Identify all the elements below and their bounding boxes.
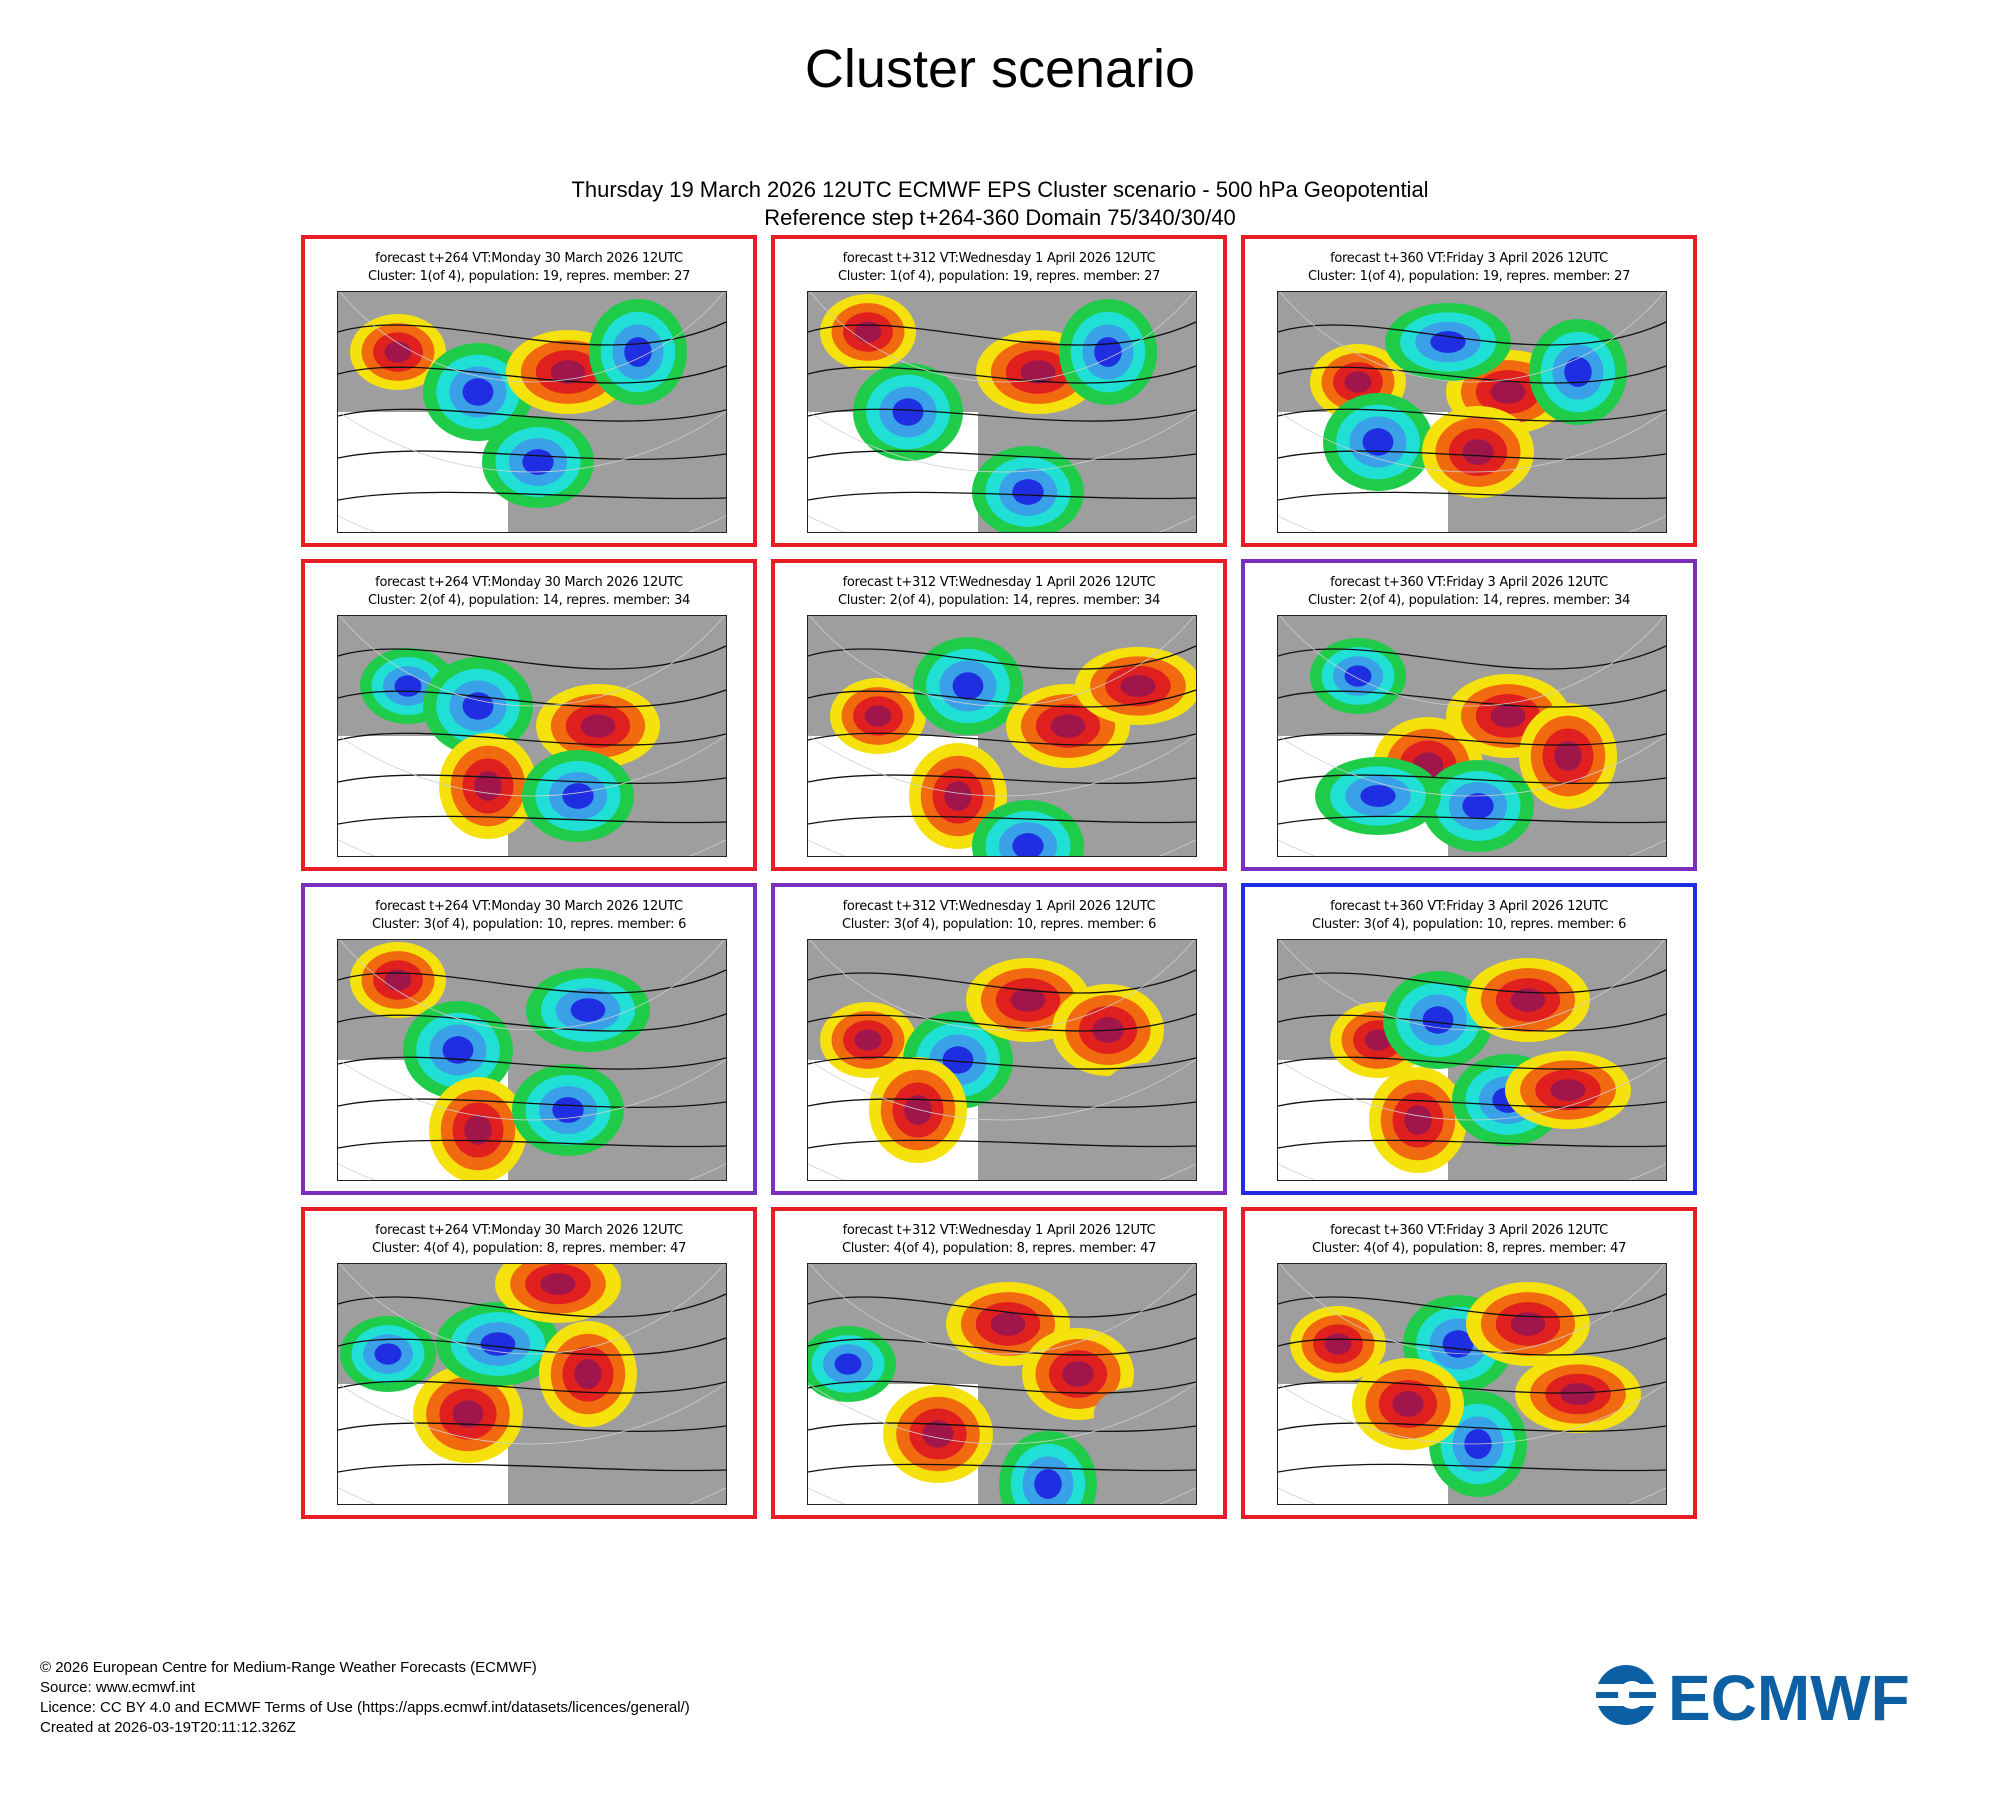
cluster-panel-2-t312[interactable]: forecast t+312 VT:Wednesday 1 April 2026… <box>771 559 1227 871</box>
panel-forecast-label: forecast t+264 VT:Monday 30 March 2026 1… <box>375 575 683 590</box>
panel-cluster-label: Cluster: 3(of 4), population: 10, repres… <box>371 917 687 932</box>
panel-forecast-label: forecast t+360 VT:Friday 3 April 2026 12… <box>1330 575 1608 590</box>
panel-cluster-label: Cluster: 2(of 4), population: 14, repres… <box>367 593 691 608</box>
panel-cluster-label: Cluster: 2(of 4), population: 14, repres… <box>1307 593 1631 608</box>
ecmwf-logo-mark: ECMWF <box>1592 1662 1910 1734</box>
anomaly-map <box>1277 1263 1667 1505</box>
anomaly-map-graphic <box>1278 940 1666 1180</box>
panel-cluster-label: Cluster: 1(of 4), population: 19, repres… <box>837 269 1161 284</box>
cluster-panel-1-t264[interactable]: forecast t+264 VT:Monday 30 March 2026 1… <box>301 235 757 547</box>
panel-cluster-label: Cluster: 4(of 4), population: 8, repres.… <box>1311 1241 1627 1256</box>
panel-forecast-label: forecast t+312 VT:Wednesday 1 April 2026… <box>842 899 1156 914</box>
panel-forecast-label: forecast t+360 VT:Friday 3 April 2026 12… <box>1330 899 1608 914</box>
figure-header-line2: Reference step t+264-360 Domain 75/340/3… <box>764 205 1236 230</box>
anomaly-map-graphic <box>338 292 726 532</box>
panel-forecast-label: forecast t+360 VT:Friday 3 April 2026 12… <box>1330 251 1608 266</box>
panel-cluster-label: Cluster: 1(of 4), population: 19, repres… <box>1307 269 1631 284</box>
cluster-panel-3-t360[interactable]: forecast t+360 VT:Friday 3 April 2026 12… <box>1241 883 1697 1195</box>
footer-credits: © 2026 European Centre for Medium-Range … <box>40 1658 690 1738</box>
panel-forecast-label: forecast t+264 VT:Monday 30 March 2026 1… <box>375 251 683 266</box>
anomaly-map <box>807 291 1197 533</box>
anomaly-map <box>1277 291 1667 533</box>
cluster-panel-2-t360[interactable]: forecast t+360 VT:Friday 3 April 2026 12… <box>1241 559 1697 871</box>
cluster-panel-1-t360[interactable]: forecast t+360 VT:Friday 3 April 2026 12… <box>1241 235 1697 547</box>
anomaly-map-graphic <box>338 616 726 856</box>
anomaly-map <box>337 939 727 1181</box>
anomaly-map-graphic <box>808 616 1196 856</box>
anomaly-map-graphic <box>338 1264 726 1504</box>
cluster-panel-3-t312[interactable]: forecast t+312 VT:Wednesday 1 April 2026… <box>771 883 1227 1195</box>
page-title: Cluster scenario <box>804 39 1196 99</box>
footer-created: Created at 2026-03-19T20:11:12.326Z <box>40 1719 296 1736</box>
anomaly-map-graphic <box>1278 616 1666 856</box>
anomaly-map <box>1277 615 1667 857</box>
ecmwf-logo[interactable]: ECMWF <box>1590 1660 1970 1734</box>
panel-cluster-label: Cluster: 2(of 4), population: 14, repres… <box>837 593 1161 608</box>
anomaly-map <box>807 939 1197 1181</box>
cluster-panel-2-t264[interactable]: forecast t+264 VT:Monday 30 March 2026 1… <box>301 559 757 871</box>
panel-cluster-label: Cluster: 3(of 4), population: 10, repres… <box>1311 917 1627 932</box>
ecmwf-logo-text: ECMWF <box>1668 1662 1910 1730</box>
anomaly-map <box>337 291 727 533</box>
figure-header-line1: Thursday 19 March 2026 12UTC ECMWF EPS C… <box>571 177 1429 202</box>
cluster-panel-1-t312[interactable]: forecast t+312 VT:Wednesday 1 April 2026… <box>771 235 1227 547</box>
panel-forecast-label: forecast t+312 VT:Wednesday 1 April 2026… <box>842 1223 1156 1238</box>
anomaly-map-graphic <box>808 940 1196 1180</box>
footer-source: Source: www.ecmwf.int <box>40 1679 196 1696</box>
anomaly-map <box>337 615 727 857</box>
anomaly-map-graphic <box>808 292 1196 532</box>
panel-forecast-label: forecast t+264 VT:Monday 30 March 2026 1… <box>375 1223 683 1238</box>
cluster-panel-4-t360[interactable]: forecast t+360 VT:Friday 3 April 2026 12… <box>1241 1207 1697 1519</box>
footer-licence: Licence: CC BY 4.0 and ECMWF Terms of Us… <box>40 1699 690 1716</box>
anomaly-map <box>807 615 1197 857</box>
panel-forecast-label: forecast t+312 VT:Wednesday 1 April 2026… <box>842 251 1156 266</box>
footer-copyright: © 2026 European Centre for Medium-Range … <box>40 1659 537 1676</box>
anomaly-map-graphic <box>808 1264 1196 1504</box>
anomaly-map <box>337 1263 727 1505</box>
cluster-panel-grid: forecast t+264 VT:Monday 30 March 2026 1… <box>301 235 1707 1519</box>
anomaly-map <box>807 1263 1197 1505</box>
anomaly-map-graphic <box>1278 292 1666 532</box>
panel-cluster-label: Cluster: 4(of 4), population: 8, repres.… <box>841 1241 1157 1256</box>
panel-cluster-label: Cluster: 1(of 4), population: 19, repres… <box>367 269 691 284</box>
panel-forecast-label: forecast t+360 VT:Friday 3 April 2026 12… <box>1330 1223 1608 1238</box>
anomaly-map-graphic <box>1278 1264 1666 1504</box>
anomaly-map-graphic <box>338 940 726 1180</box>
cluster-panel-4-t264[interactable]: forecast t+264 VT:Monday 30 March 2026 1… <box>301 1207 757 1519</box>
panel-cluster-label: Cluster: 3(of 4), population: 10, repres… <box>841 917 1157 932</box>
panel-forecast-label: forecast t+312 VT:Wednesday 1 April 2026… <box>842 575 1156 590</box>
anomaly-map <box>1277 939 1667 1181</box>
cluster-panel-4-t312[interactable]: forecast t+312 VT:Wednesday 1 April 2026… <box>771 1207 1227 1519</box>
cluster-panel-3-t264[interactable]: forecast t+264 VT:Monday 30 March 2026 1… <box>301 883 757 1195</box>
panel-forecast-label: forecast t+264 VT:Monday 30 March 2026 1… <box>375 899 683 914</box>
panel-cluster-label: Cluster: 4(of 4), population: 8, repres.… <box>371 1241 687 1256</box>
